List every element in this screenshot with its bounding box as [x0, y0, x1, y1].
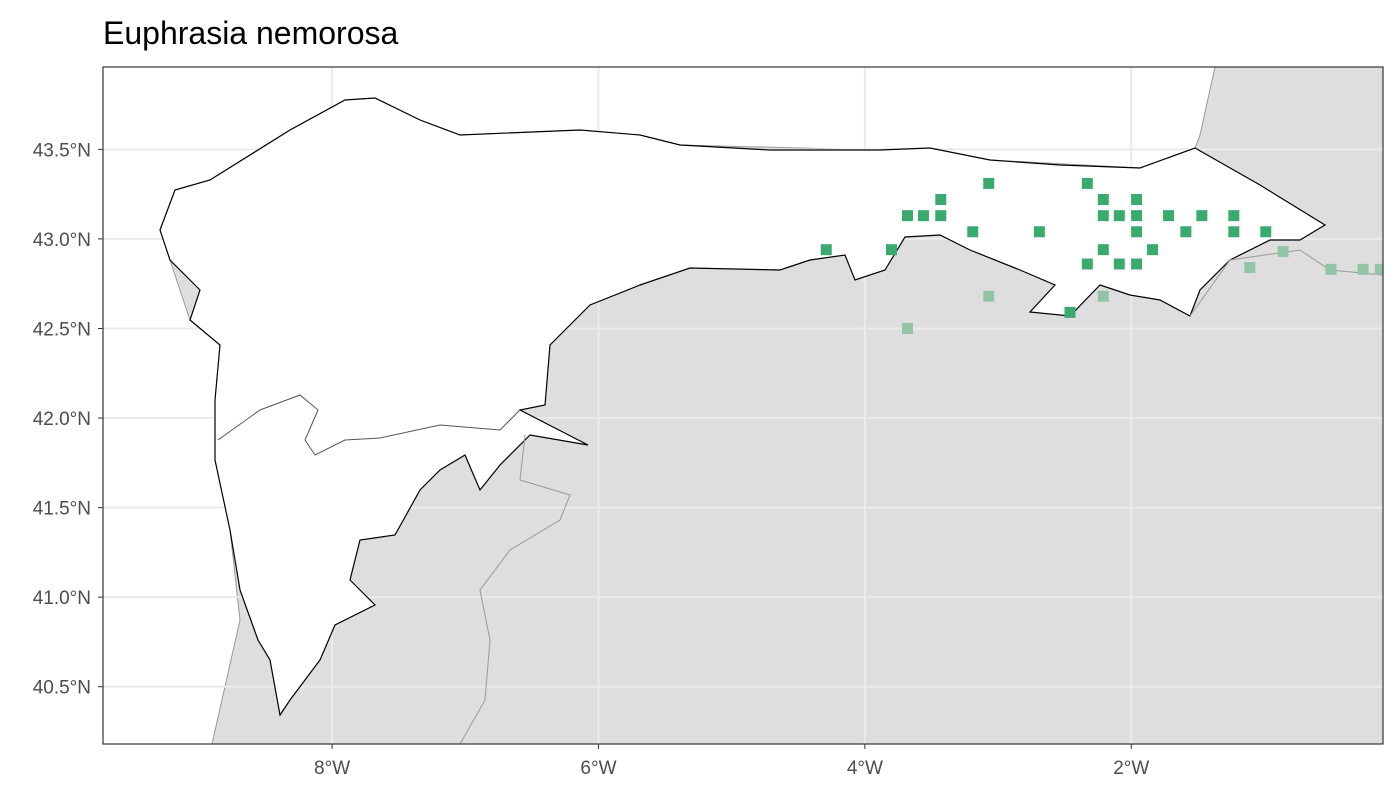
occurrence-point: [967, 226, 979, 238]
occurrence-point: [1081, 258, 1093, 270]
map-title: Euphrasia nemorosa: [103, 15, 398, 51]
occurrence-point: [820, 244, 832, 256]
occurrence-point: [935, 194, 947, 206]
x-tick-label: 8°W: [314, 758, 350, 779]
y-tick-label: 41.0°N: [33, 588, 91, 609]
occurrence-point: [1113, 210, 1125, 222]
occurrence-point: [1097, 290, 1109, 302]
occurrence-point: [1228, 226, 1240, 238]
x-tick-label: 6°W: [580, 758, 616, 779]
occurrence-point: [1081, 177, 1093, 189]
y-tick-label: 43.0°N: [33, 230, 91, 251]
occurrence-point: [983, 177, 995, 189]
occurrence-point: [917, 210, 929, 222]
occurrence-point: [1131, 258, 1143, 270]
x-tick-label: 4°W: [847, 758, 883, 779]
occurrence-point: [1357, 263, 1369, 275]
y-tick-label: 42.5°N: [33, 319, 91, 340]
occurrence-point: [1131, 210, 1143, 222]
occurrence-point: [1097, 194, 1109, 206]
occurrence-point: [901, 210, 913, 222]
y-tick-label: 42.0°N: [33, 409, 91, 430]
occurrence-point: [1131, 194, 1143, 206]
occurrence-point: [901, 322, 913, 334]
y-tick-label: 40.5°N: [33, 678, 91, 699]
geography: [103, 67, 1383, 744]
occurrence-point: [1180, 226, 1192, 238]
occurrence-point: [1147, 244, 1159, 256]
occurrence-point: [1131, 226, 1143, 238]
occurrence-point: [1033, 226, 1045, 238]
y-tick-label: 43.5°N: [33, 140, 91, 161]
occurrence-point: [1277, 245, 1289, 257]
occurrence-point: [1113, 258, 1125, 270]
occurrence-point: [886, 244, 898, 256]
occurrence-point: [1228, 210, 1240, 222]
y-tick-label: 41.5°N: [33, 499, 91, 520]
occurrence-point: [935, 210, 947, 222]
occurrence-point: [1064, 306, 1076, 318]
x-tick-label: 2°W: [1113, 758, 1149, 779]
occurrence-point: [1097, 210, 1109, 222]
occurrence-point: [1260, 226, 1272, 238]
occurrence-point: [1163, 210, 1175, 222]
panel-border: [102, 66, 1384, 745]
occurrence-point: [1196, 210, 1208, 222]
occurrence-point: [983, 290, 995, 302]
occurrence-point: [1325, 263, 1337, 275]
occurrence-point: [1374, 263, 1383, 275]
occurrence-point: [1097, 244, 1109, 256]
occurrence-point: [1244, 262, 1256, 274]
